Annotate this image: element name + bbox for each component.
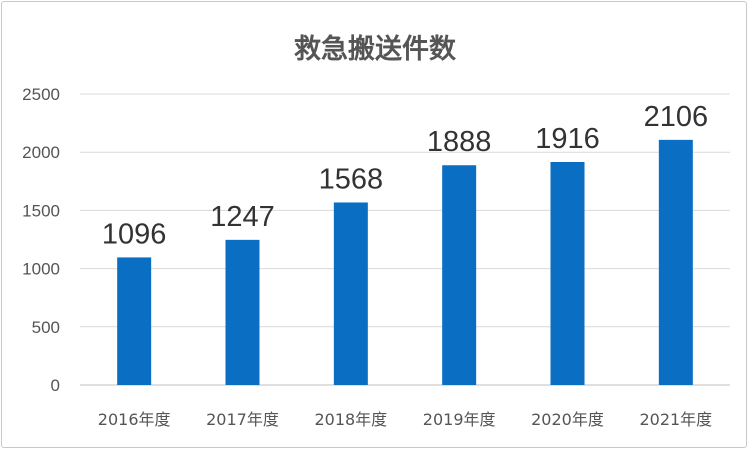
x-tick-label: 2019年度: [423, 410, 496, 429]
bar: [658, 139, 693, 385]
data-label: 2106: [644, 101, 709, 133]
data-label: 1888: [427, 126, 492, 158]
data-label: 1568: [319, 163, 384, 195]
bar: [550, 161, 585, 385]
x-tick-label: 2021年度: [639, 410, 712, 429]
x-tick-label: 2017年度: [206, 410, 279, 429]
x-tick-label: 2020年度: [531, 410, 604, 429]
gridlines: [80, 93, 730, 386]
y-tick-label: 2500: [22, 85, 60, 104]
x-tick-label: 2016年度: [98, 410, 171, 429]
data-label: 1096: [102, 218, 167, 250]
y-tick-label: 2000: [22, 143, 60, 162]
y-tick-label: 1500: [22, 201, 60, 220]
y-tick-label: 1000: [22, 260, 60, 279]
y-axis-ticks: 0 500 1000 1500 2000 2500: [22, 85, 60, 395]
y-tick-label: 500: [32, 318, 60, 337]
data-label: 1247: [210, 201, 275, 233]
bar: [225, 239, 260, 385]
bar: [333, 202, 368, 385]
bar: [442, 165, 477, 385]
bar: [117, 257, 152, 385]
bars: [117, 139, 693, 385]
data-label: 1916: [535, 123, 600, 155]
data-labels: 1096 1247 1568 1888 1916 2106: [102, 101, 708, 251]
x-tick-label: 2018年度: [314, 410, 387, 429]
chart-title: 救急搬送件数: [294, 33, 457, 65]
x-axis-ticks: 2016年度 2017年度 2018年度 2019年度 2020年度 2021年度: [98, 410, 712, 429]
y-tick-label: 0: [51, 376, 60, 395]
